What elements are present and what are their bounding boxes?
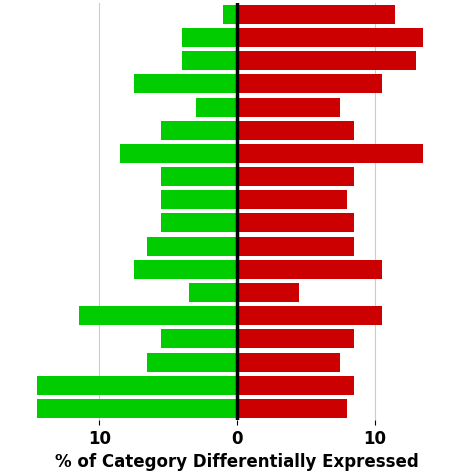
Bar — [237, 74, 382, 93]
Bar — [120, 144, 237, 163]
Bar — [237, 399, 347, 418]
Bar — [237, 51, 416, 70]
Bar — [237, 376, 354, 395]
Bar — [182, 28, 237, 47]
Bar — [223, 5, 237, 24]
Bar — [196, 98, 237, 117]
Bar — [237, 260, 382, 279]
Bar — [237, 329, 354, 348]
Bar — [147, 237, 237, 255]
Bar — [79, 306, 237, 325]
Bar — [237, 213, 354, 232]
Bar — [161, 167, 237, 186]
Bar — [237, 28, 423, 47]
Bar — [237, 5, 395, 24]
Bar — [134, 260, 237, 279]
Bar — [147, 353, 237, 372]
X-axis label: % of Category Differentially Expressed: % of Category Differentially Expressed — [55, 453, 419, 471]
Bar — [237, 144, 423, 163]
Bar — [237, 306, 382, 325]
Bar — [237, 353, 340, 372]
Bar — [161, 329, 237, 348]
Bar — [237, 167, 354, 186]
Bar — [37, 399, 237, 418]
Bar — [189, 283, 237, 302]
Bar — [237, 121, 354, 140]
Bar — [182, 51, 237, 70]
Bar — [237, 98, 340, 117]
Bar — [237, 190, 347, 210]
Bar — [237, 283, 299, 302]
Bar — [161, 213, 237, 232]
Bar — [237, 237, 354, 255]
Bar — [134, 74, 237, 93]
Bar — [161, 190, 237, 210]
Bar — [161, 121, 237, 140]
Bar — [37, 376, 237, 395]
